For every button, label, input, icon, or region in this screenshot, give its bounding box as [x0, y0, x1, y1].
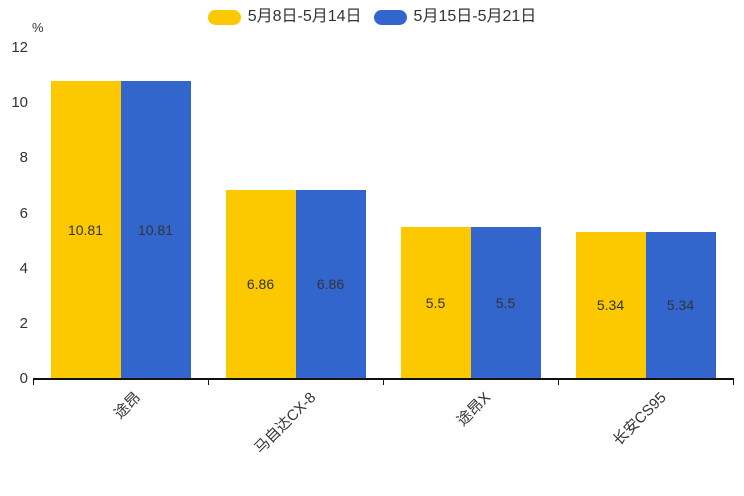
legend-item-1[interactable]: 5月15日-5月21日	[373, 7, 537, 27]
y-tick-label: 12	[11, 39, 28, 56]
bar: 10.81	[50, 80, 121, 379]
y-tick-label: 8	[19, 149, 28, 167]
bar-value-label: 10.81	[137, 221, 174, 238]
legend-item-0[interactable]: 5月8日-5月14日	[207, 7, 362, 27]
y-tick-label: 6	[19, 204, 28, 222]
bar-value-label: 5.34	[666, 297, 695, 314]
bar: 6.86	[295, 189, 366, 379]
legend: 5月8日-5月14日 5月15日-5月21日	[0, 7, 744, 27]
x-axis-tick	[208, 380, 209, 385]
bar-value-label: 6.86	[246, 276, 275, 293]
legend-label: 5月15日-5月21日	[413, 8, 537, 25]
x-axis-line	[33, 378, 734, 380]
bar-value-label: 5.34	[596, 297, 625, 314]
bar: 5.34	[645, 231, 716, 379]
x-category-label: 马自达CX-8	[251, 389, 320, 458]
x-axis-tick	[33, 380, 34, 385]
bar-value-label: 6.86	[316, 276, 345, 293]
bar: 6.86	[225, 189, 296, 379]
y-tick-label: 0	[19, 370, 28, 387]
y-axis-unit-label: %	[32, 20, 44, 35]
x-category-label: 长安CS95	[609, 389, 670, 449]
legend-swatch	[207, 9, 241, 25]
x-axis-tick	[733, 380, 734, 385]
legend-swatch	[373, 9, 407, 25]
y-tick-label: 10	[11, 94, 28, 112]
x-category-label: 途昂X	[454, 389, 495, 430]
bar: 5.5	[400, 227, 471, 379]
bar-value-label: 5.5	[425, 295, 446, 312]
bar: 10.81	[120, 80, 191, 379]
x-axis-tick	[558, 380, 559, 385]
bar-value-label: 5.5	[495, 295, 516, 312]
x-axis-tick	[383, 380, 384, 385]
bar: 5.34	[575, 231, 646, 379]
legend-label: 5月8日-5月14日	[247, 8, 362, 25]
bar-value-label: 10.81	[67, 221, 104, 238]
x-category-label: 途昂	[111, 389, 145, 423]
bar: 5.5	[470, 227, 541, 379]
y-tick-label: 4	[19, 259, 28, 277]
y-tick-label: 2	[19, 314, 28, 332]
